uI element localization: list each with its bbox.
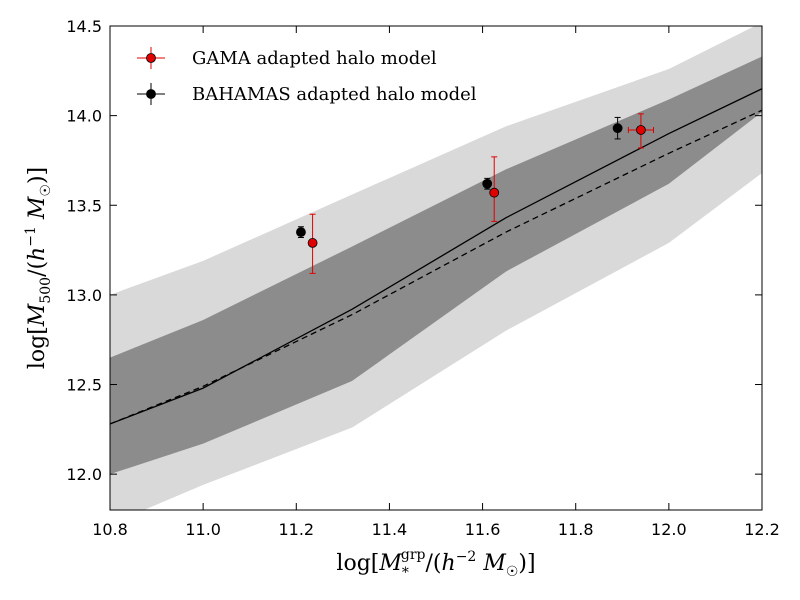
legend: GAMA adapted halo model BAHAMAS adapted …: [137, 47, 477, 105]
model-line-solid: [110, 88, 762, 425]
band-inner: [110, 56, 762, 475]
bahamas-marker: [482, 178, 493, 189]
model-lines: [110, 88, 762, 425]
bahamas-marker: [612, 123, 623, 134]
y-tick-label: 13.5: [66, 196, 102, 215]
x-tick-label: 11.6: [465, 520, 501, 539]
bahamas-marker: [296, 227, 306, 238]
legend-bahamas-marker: [146, 89, 156, 99]
x-tick-label: 11.8: [558, 520, 594, 539]
bahamas-point-1: [296, 226, 306, 239]
legend-bahamas-label: BAHAMAS adapted halo model: [192, 84, 477, 105]
gama-point-1: [307, 213, 318, 274]
model-line-dashed: [110, 109, 762, 425]
bahamas-point-2: [482, 177, 493, 190]
gama-point-3: [627, 113, 654, 149]
x-tick-label: 11.4: [372, 520, 408, 539]
y-tick-label: 12.5: [66, 376, 102, 395]
axis-ticks: 10.8 11.0 11.2 11.4 11.6 11.8 12.0 12.2 12.0 12.5…: [66, 17, 779, 539]
legend-gama-label: GAMA adapted halo model: [192, 48, 437, 69]
x-tick-label: 11.0: [185, 520, 221, 539]
legend-entry-bahamas: BAHAMAS adapted halo model: [137, 83, 477, 105]
gama-point-2: [489, 156, 500, 222]
bahamas-point-3: [612, 116, 623, 140]
gama-marker: [636, 125, 646, 135]
y-axis-title: log[M500/(h−1 M☉)]: [23, 167, 54, 369]
x-axis-title: log[M*grp/(h−2 M☉)]: [336, 547, 535, 581]
x-tick-label: 12.2: [744, 520, 780, 539]
data-points: [296, 113, 654, 274]
gama-marker: [307, 238, 318, 248]
plot-frame: [109, 25, 763, 511]
y-tick-label: 14.0: [66, 107, 102, 126]
x-tick-label: 11.2: [278, 520, 314, 539]
legend-entry-gama: GAMA adapted halo model: [137, 47, 437, 69]
legend-gama-marker: [146, 53, 156, 63]
y-tick-label: 12.0: [66, 465, 102, 484]
x-tick-label: 12.0: [651, 520, 687, 539]
gama-marker: [489, 187, 500, 198]
x-tick-label: 10.8: [92, 520, 128, 539]
y-tick-label: 13.0: [66, 286, 102, 305]
confidence-bands: [110, 26, 762, 510]
y-tick-label: 14.5: [66, 17, 102, 36]
